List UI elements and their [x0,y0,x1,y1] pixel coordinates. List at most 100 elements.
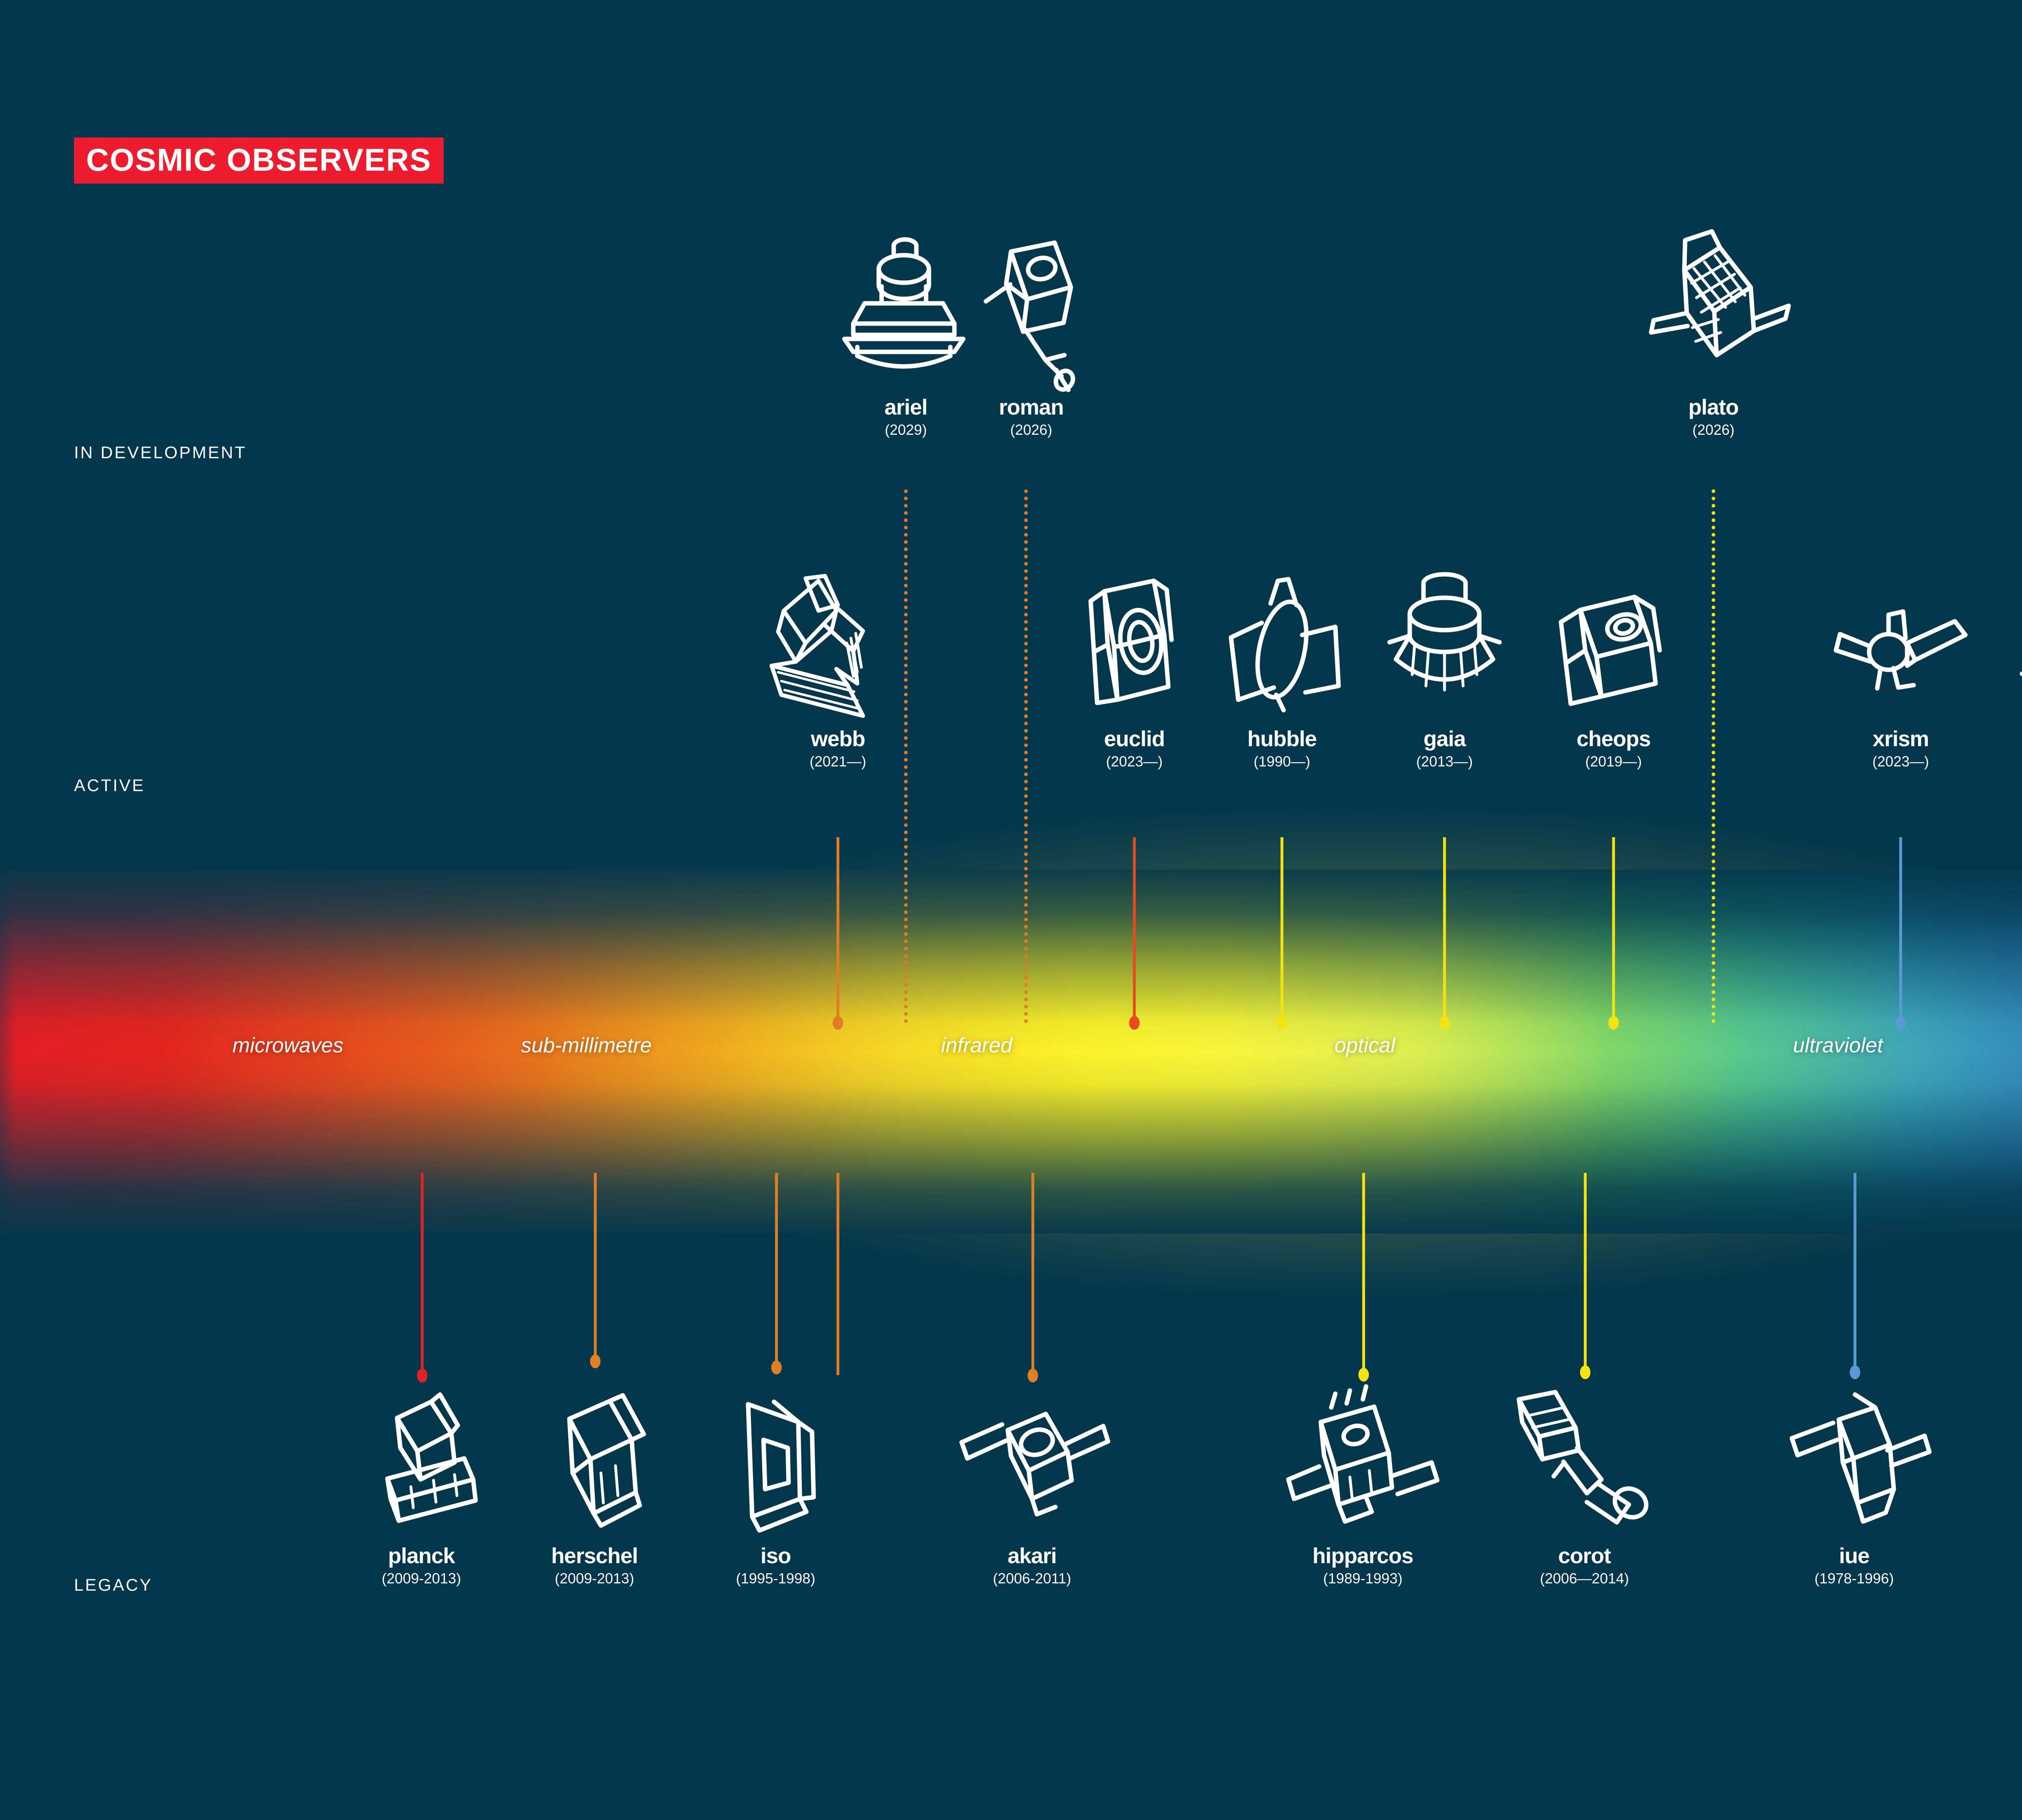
connector-dot [1439,1016,1450,1030]
mission-year: (2006—2014) [1540,1570,1629,1587]
band-label-sub-millimetre: sub-millimetre [521,1034,652,1057]
satellite-ariel-icon [842,237,966,369]
mission-name: corot [1558,1544,1611,1568]
connector-stem [1853,1173,1857,1372]
connector-iso [770,1173,783,1374]
connector-ariel [900,489,912,1023]
mission-name: plato [1688,395,1739,419]
satellite-gaia-icon [1387,572,1502,692]
satellite-roman-icon [984,240,1075,392]
mission-planck[interactable]: planck (2009-2013) [341,1383,502,1587]
band-label-ultraviolet: ultraviolet [1793,1034,1883,1057]
mission-euclid[interactable]: euclid (2023—) [1053,566,1215,770]
mission-name: akari [1007,1544,1057,1568]
connector-herschel [589,1173,601,1368]
mission-year: (1983—1986) [1989,1570,2022,1587]
connector-dot [417,1369,427,1382]
mission-name: webb [810,727,865,751]
mission-year: (2023—) [1106,753,1163,770]
satellite-xmm-icon [2020,671,2022,676]
row-label-legacy: LEGACY [74,1575,153,1594]
connector-stem [1280,837,1284,1024]
mission-name: cheops [1576,727,1651,751]
connector-stem [1133,837,1136,1024]
mission-hipparcos[interactable]: hipparcos (1989-1993) [1282,1383,1444,1587]
mission-name: hubble [1247,727,1317,751]
mission-iue[interactable]: iue (1978-1996) [1773,1383,1935,1587]
connector-dot [1028,1369,1038,1382]
mission-year: (2013—) [1416,753,1473,770]
connector-dot [1129,1016,1140,1030]
satellite-webb-icon [770,574,865,718]
mission-name: roman [998,395,1064,419]
connector-stem [594,1173,597,1361]
mission-plato[interactable]: plato (2026) [1633,226,1794,438]
mission-webb[interactable]: webb (2021—) [757,566,919,770]
connector-dot [1580,1365,1591,1379]
mission-name: xmm-newton [2010,728,2022,750]
mission-iso[interactable]: iso (1995-1998) [695,1383,857,1587]
connector-roman [1020,489,1032,1023]
mission-exosat[interactable]: exosat (1983—1986) [1989,1383,2022,1587]
mission-name: herschel [551,1544,638,1568]
satellite-hubble-icon [1229,577,1341,713]
mission-year: (2009-2013) [381,1570,461,1587]
mission-year: (1995-1998) [736,1570,816,1587]
satellite-euclid-icon [1088,578,1174,705]
mission-herschel[interactable]: herschel (2009-2013) [514,1383,675,1587]
mission-year: (2021—) [809,753,867,770]
connector-dot [833,1016,843,1030]
mission-name: exosat [1989,1545,2022,1567]
mission-akari[interactable]: akari (2006-2011) [951,1383,1113,1587]
connector-stem [904,489,908,1023]
connector-stem [1612,837,1615,1024]
mission-year: (2006-2011) [993,1570,1071,1587]
satellite-akari-icon [959,1412,1110,1517]
connector-dot [590,1354,601,1368]
mission-name: ariel [884,395,928,419]
mission-gaia[interactable]: gaia (2013—) [1364,566,1525,770]
mission-cheops[interactable]: cheops (2019—) [1533,566,1694,770]
satellite-herschel-icon [567,1393,646,1528]
connector-stem [1362,1173,1365,1374]
mission-xmm-newton[interactable]: xmm-newton (1999—) [2010,566,2022,770]
connector-cheops [1607,837,1620,1030]
mission-roman[interactable]: roman (2026) [950,226,1112,438]
satellite-planck-icon [385,1392,478,1523]
mission-hubble[interactable]: hubble (1990—) [1201,566,1363,770]
mission-name: iso [760,1544,791,1568]
mission-year: (1989-1993) [1323,1570,1403,1587]
mission-ariel[interactable]: ariel (2029) [825,226,987,438]
connector-euclid [1128,837,1140,1030]
mission-name: hipparcos [1312,1544,1413,1568]
mission-year: (2026) [1692,421,1735,438]
connector-dot [1895,1016,1906,1030]
connector-gaia [1438,837,1451,1030]
band-label-optical: optical [1334,1034,1396,1057]
connector-stem [836,1173,840,1375]
connector-akari [1027,1173,1039,1382]
connector-stem [1711,489,1715,1023]
connector-webb [832,837,844,1030]
mission-name: planck [388,1544,455,1568]
connector-dot [1277,1016,1287,1030]
page-title: COSMIC OBSERVERS [86,142,432,178]
band-label-microwaves: microwaves [232,1034,344,1057]
connector-dot [1608,1016,1619,1030]
connector-planck [416,1173,428,1382]
satellite-exosat-icon [2001,1383,2022,1545]
spectrum-band [0,815,2022,1288]
mission-name: euclid [1104,727,1165,751]
mission-year: (2029) [884,421,927,438]
connector-hubble [1276,837,1288,1030]
mission-year: (2009-2013) [554,1570,635,1587]
spectrum-left-fade [0,870,16,1234]
mission-corot[interactable]: corot (2006—2014) [1504,1383,1665,1587]
mission-xrism[interactable]: xrism (2023—) [1820,566,1982,770]
satellite-corot-icon [1516,1390,1649,1525]
connector-stem [421,1173,424,1375]
connector-stem [775,1173,778,1367]
satellite-iso-icon [746,1399,816,1533]
connector-stem [836,837,840,1024]
